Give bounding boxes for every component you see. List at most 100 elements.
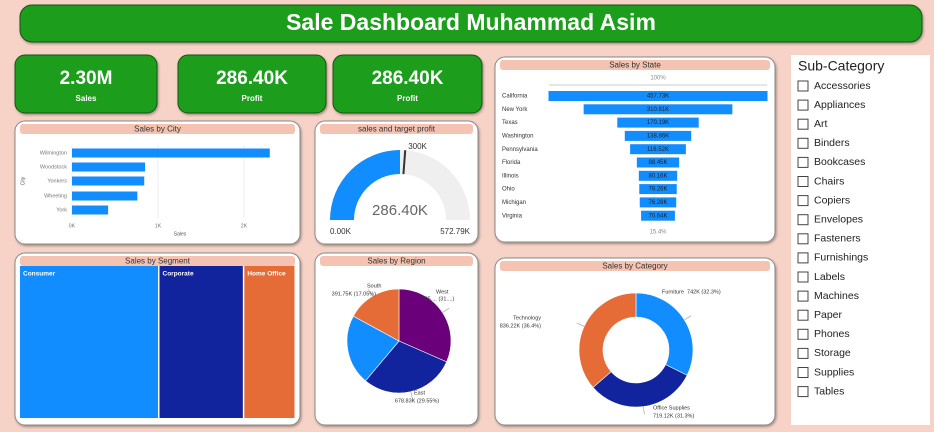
slice-label: Technology (513, 315, 541, 321)
funnel-bar (624, 130, 692, 141)
funnel-bottom-label: 15.4% (649, 230, 667, 236)
checkbox[interactable] (797, 309, 809, 321)
checkbox[interactable] (797, 386, 809, 398)
slicer-item: Storage (814, 347, 851, 359)
gauge-target (402, 150, 407, 175)
funnel-top-label: 100% (650, 76, 666, 82)
slicer-item: Phones (814, 328, 850, 340)
funnel-bar (636, 157, 680, 168)
slicer-item: Envelopes (814, 213, 863, 225)
chart-header (320, 256, 473, 266)
checkbox[interactable] (797, 233, 809, 245)
chart-card (314, 120, 479, 245)
checkbox[interactable] (797, 328, 809, 340)
leader-line (684, 315, 692, 321)
checkbox[interactable] (797, 347, 809, 359)
kpi-value: 286.40K (372, 68, 444, 89)
leader-line (576, 322, 585, 327)
checkbox[interactable] (797, 290, 809, 302)
checkbox[interactable] (797, 137, 809, 149)
funnel-value-label: 116.52K (647, 147, 669, 153)
y-axis-label: City (20, 176, 26, 185)
slicer-item: Copiers (814, 194, 850, 206)
checkbox[interactable] (797, 252, 809, 264)
treemap-label: Corporate (163, 271, 194, 278)
checkbox[interactable] (797, 176, 809, 187)
funnel-bar (617, 117, 699, 128)
treemap-tile (244, 266, 295, 418)
leader-line (410, 391, 413, 400)
checkbox[interactable] (797, 367, 809, 378)
treemap-tile (20, 266, 159, 418)
pie-slice (346, 315, 400, 382)
funnel-bar (630, 144, 686, 155)
chart-title: Sales by State (609, 61, 661, 70)
slice-value-label: 742K (32.3%) (687, 289, 721, 295)
leader-line (442, 307, 450, 313)
chart-title: Sales by Segment (125, 257, 191, 266)
funnel-bar (583, 104, 733, 115)
kpi-card (14, 54, 158, 114)
checkbox[interactable] (797, 195, 809, 207)
chart-title: Sales by Region (367, 257, 425, 266)
checkbox[interactable] (797, 271, 809, 283)
slice-value-label: 391.75K (17.05%) (332, 291, 377, 297)
x-tick-label: 0K (69, 223, 76, 229)
funnel-value-label: 310.81K (647, 107, 669, 113)
checkbox[interactable] (797, 80, 809, 92)
chart-title: sales and target profit (358, 125, 436, 134)
checkbox[interactable] (797, 156, 809, 168)
funnel-value-label: 88.45K (648, 160, 667, 166)
funnel-value-label: 170.19K (647, 120, 669, 126)
gauge-target-label: 300K (408, 142, 427, 151)
chart-title: Sales by Category (602, 262, 667, 271)
slice-label: Furniture (662, 289, 684, 295)
slice-label: Office Supplies (653, 405, 690, 411)
y-tick-label: Yonkers (47, 178, 67, 184)
funnel-value-label: 78.26K (648, 187, 667, 193)
chart-header (500, 60, 770, 70)
gauge-value-label: 286.40K (372, 202, 428, 219)
donut-slice (635, 292, 694, 376)
slicer-item: Binders (814, 137, 850, 149)
dashboard-title: Sale Dashboard Muhammad Asim (286, 9, 656, 35)
slicer-item: Appliances (814, 99, 865, 111)
slice-label: West (436, 289, 449, 295)
bar (72, 148, 270, 158)
checkbox[interactable] (797, 99, 809, 111)
treemap-label: Home Office (247, 271, 286, 278)
checkbox[interactable] (797, 214, 809, 226)
bar (72, 191, 138, 201)
funnel-bar (548, 91, 768, 101)
funnel-category: Virginia (502, 213, 523, 219)
treemap-label: Consumer (23, 271, 56, 278)
funnel-category: New York (502, 107, 528, 113)
x-tick-label: 1K (155, 223, 162, 229)
funnel-value-label: 76.28K (648, 200, 667, 206)
kpi-card (332, 54, 483, 114)
chart-card (494, 257, 776, 426)
slice-label: East (414, 390, 425, 396)
slicer-title: Sub-Category (798, 58, 884, 74)
slicer-item: Supplies (814, 366, 854, 378)
funnel-category: Ohio (502, 187, 515, 193)
y-tick-label: Woodstock (40, 164, 67, 170)
funnel-bar (638, 170, 678, 181)
slice-value-label: 719.12K (31.3%) (653, 413, 694, 419)
slicer-item: Bookcases (814, 156, 865, 168)
slice-value-label: 678.83K (29.55%) (395, 398, 440, 404)
slicer-item: Labels (814, 271, 845, 283)
slicer-item: Chairs (814, 175, 844, 187)
checkbox[interactable] (797, 118, 809, 130)
funnel-category: Washington (502, 133, 533, 139)
leader-line (368, 289, 373, 297)
funnel-category: Texas (502, 120, 518, 126)
x-tick-label: 2K (241, 223, 248, 229)
funnel-category: California (502, 94, 528, 100)
slicer-item: Tables (814, 385, 844, 397)
slicer-item: Machines (814, 290, 859, 302)
chart-header (320, 124, 473, 134)
funnel-category: Illinois (502, 173, 519, 179)
